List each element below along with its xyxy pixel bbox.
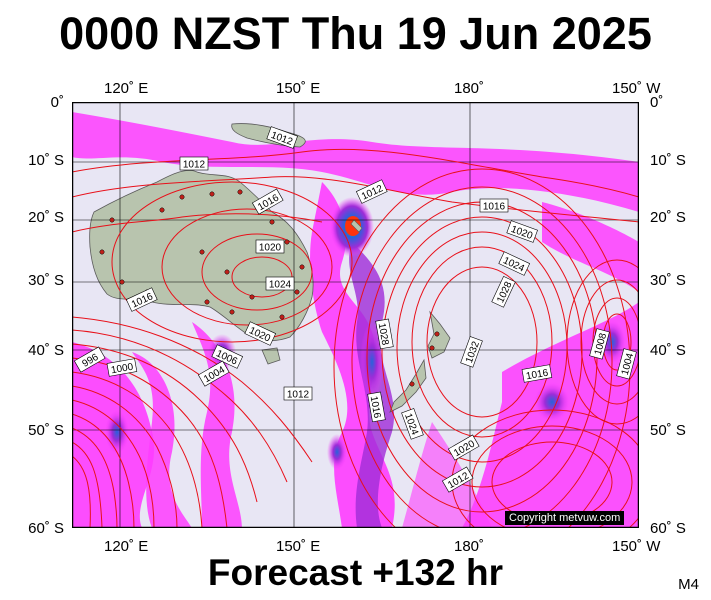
lon-label-bottom-120e: 120˚ E <box>104 538 149 555</box>
lat-label-right-50s: 50˚ S <box>650 422 686 439</box>
rain-core-south <box>327 434 347 470</box>
rain-band-east-north <box>542 202 639 292</box>
lat-label-right-40s: 40˚ S <box>650 342 686 359</box>
lon-label-bottom-150w: 150˚ W <box>612 538 661 555</box>
lat-label-right-60s: 60˚ S <box>650 520 686 537</box>
isobar-label: 1000 <box>106 358 138 377</box>
rain-core-east <box>534 382 570 422</box>
lon-label-bottom-180: 180˚ <box>454 538 485 555</box>
lat-label-left-20s: 20˚ S <box>28 209 64 226</box>
isobar-label-text: 1024 <box>269 280 292 291</box>
lon-label-bottom-150e: 150˚ E <box>276 538 321 555</box>
lon-label-top-150e: 150˚ E <box>276 80 321 97</box>
graticule <box>72 102 639 528</box>
rain-band-south-central <box>402 422 492 528</box>
lat-label-left-30s: 30˚ S <box>28 272 64 289</box>
rain-band-southwest-3 <box>192 322 242 528</box>
isobar-label-text: 1028 <box>376 322 391 346</box>
isobar-label: 1016 <box>521 364 553 383</box>
lat-label-right-10s: 10˚ S <box>650 152 686 169</box>
isobar-label: 1028 <box>375 318 394 350</box>
lat-label-left-50s: 50˚ S <box>28 422 64 439</box>
lon-label-top-180: 180˚ <box>454 80 485 97</box>
isobars <box>72 148 639 528</box>
isobar-label-text: 1012 <box>183 160 206 171</box>
isobar-label-text: 1016 <box>483 202 506 213</box>
model-code: M4 <box>678 576 699 593</box>
rain-core-tasman <box>360 322 384 402</box>
lat-label-right-20s: 20˚ S <box>650 209 686 226</box>
copyright-notice: Copyright metvuw.com <box>505 511 625 525</box>
isobar-label: 1016 <box>479 198 509 213</box>
isobar-label-text: 1016 <box>368 395 383 419</box>
lat-label-right-0: 0˚ <box>650 94 664 111</box>
isobar-label: 1012 <box>283 386 313 401</box>
rain-band-southwest-2 <box>132 352 192 528</box>
isobar-label: 1012 <box>179 156 209 171</box>
isobar-label: 1020 <box>255 239 285 254</box>
isobar-label-text: 1016 <box>525 368 549 383</box>
forecast-hour-label: Forecast +132 hr <box>207 552 504 593</box>
map-frame <box>71 101 640 529</box>
isobar-label: 1016 <box>367 391 386 423</box>
isobar-label-text: 1012 <box>287 390 310 401</box>
weather-map: 1012 1012 1016 1012 1016 1020 1020 1024 1024 1028… <box>71 101 640 529</box>
lat-label-left-0: 0˚ <box>50 94 64 111</box>
isobar-label: 1020 <box>506 220 538 243</box>
nz-south-island <box>389 358 427 413</box>
isobar-label-text: 1000 <box>110 362 134 377</box>
isobar-label: 1024 <box>265 276 295 291</box>
lat-label-left-10s: 10˚ S <box>28 152 64 169</box>
lat-label-right-30s: 30˚ S <box>650 272 686 289</box>
forecast-title: 0000 NZST Thu 19 Jun 2025 <box>59 8 652 59</box>
lon-label-top-120e: 120˚ E <box>104 80 149 97</box>
tasmania-land <box>261 347 281 365</box>
new-caledonia-land <box>350 219 363 233</box>
lat-label-left-60s: 60˚ S <box>28 520 64 537</box>
lat-label-left-40s: 40˚ S <box>28 342 64 359</box>
isobar-label-text: 1020 <box>259 243 282 254</box>
lon-label-top-150w: 150˚ W <box>612 80 661 97</box>
city-markers <box>99 189 440 387</box>
